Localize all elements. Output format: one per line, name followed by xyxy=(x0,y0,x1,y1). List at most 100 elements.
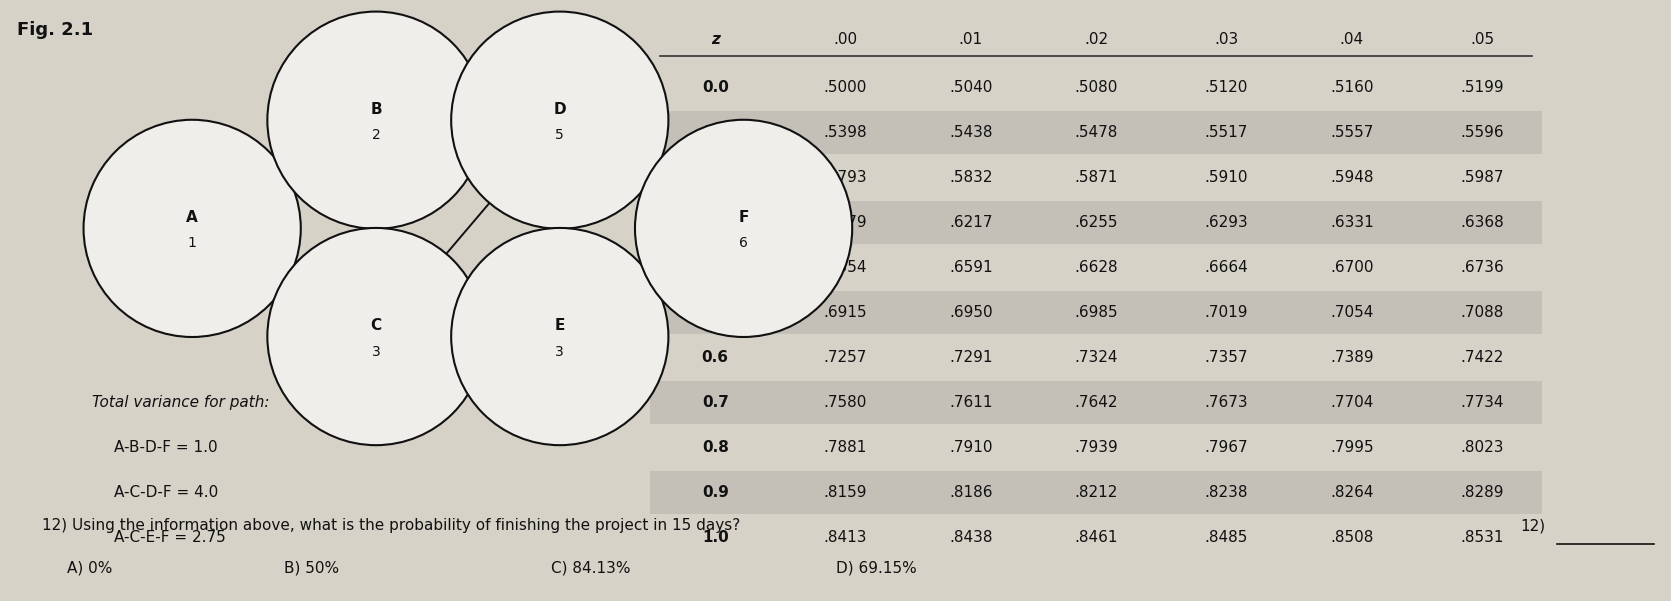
Text: .8289: .8289 xyxy=(1460,486,1504,500)
Text: Fig. 2.1: Fig. 2.1 xyxy=(17,21,94,39)
Text: .8485: .8485 xyxy=(1205,531,1248,545)
Text: .7054: .7054 xyxy=(1330,305,1374,320)
Text: 0.1: 0.1 xyxy=(702,125,729,139)
Text: C) 84.13%: C) 84.13% xyxy=(551,561,632,575)
Text: .7580: .7580 xyxy=(824,395,867,410)
Text: .6664: .6664 xyxy=(1205,260,1248,275)
Ellipse shape xyxy=(451,11,668,229)
Text: .7324: .7324 xyxy=(1074,350,1118,365)
Text: A-C-E-F = 2.75: A-C-E-F = 2.75 xyxy=(114,531,226,545)
Text: 12) Using the information above, what is the probability of finishing the projec: 12) Using the information above, what is… xyxy=(42,519,740,533)
Text: .6700: .6700 xyxy=(1330,260,1374,275)
Text: .6591: .6591 xyxy=(949,260,993,275)
Text: A: A xyxy=(185,210,199,225)
Text: .6950: .6950 xyxy=(949,305,993,320)
Bar xyxy=(650,381,1542,424)
Text: .5948: .5948 xyxy=(1330,170,1374,185)
Text: .5557: .5557 xyxy=(1330,125,1374,139)
Text: .7995: .7995 xyxy=(1330,441,1374,455)
Text: 5: 5 xyxy=(555,128,565,142)
Text: .01: .01 xyxy=(959,32,983,46)
Text: 1.0: 1.0 xyxy=(702,531,729,545)
Text: .8461: .8461 xyxy=(1074,531,1118,545)
Text: .5160: .5160 xyxy=(1330,80,1374,94)
Text: B: B xyxy=(371,102,381,117)
Text: .5000: .5000 xyxy=(824,80,867,94)
Text: .7939: .7939 xyxy=(1074,441,1118,455)
Ellipse shape xyxy=(635,120,852,337)
Text: .02: .02 xyxy=(1084,32,1108,46)
Text: .6628: .6628 xyxy=(1074,260,1118,275)
Text: .7611: .7611 xyxy=(949,395,993,410)
Text: .8531: .8531 xyxy=(1460,531,1504,545)
Text: A-C-D-F = 4.0: A-C-D-F = 4.0 xyxy=(114,486,217,500)
Text: .7422: .7422 xyxy=(1460,350,1504,365)
Text: .8186: .8186 xyxy=(949,486,993,500)
Text: .8238: .8238 xyxy=(1205,486,1248,500)
Text: 0.4: 0.4 xyxy=(702,260,729,275)
Text: .04: .04 xyxy=(1340,32,1364,46)
Text: 0.0: 0.0 xyxy=(702,80,729,94)
Text: 0.5: 0.5 xyxy=(702,305,729,320)
Text: .7673: .7673 xyxy=(1205,395,1248,410)
Text: .7291: .7291 xyxy=(949,350,993,365)
Ellipse shape xyxy=(267,228,485,445)
Bar xyxy=(650,471,1542,514)
Text: .7704: .7704 xyxy=(1330,395,1374,410)
Text: .7734: .7734 xyxy=(1460,395,1504,410)
Text: .6554: .6554 xyxy=(824,260,867,275)
Text: Total variance for path:: Total variance for path: xyxy=(92,395,269,410)
Text: A) 0%: A) 0% xyxy=(67,561,112,575)
Text: B) 50%: B) 50% xyxy=(284,561,339,575)
Text: 3: 3 xyxy=(371,344,381,359)
Text: .6915: .6915 xyxy=(824,305,867,320)
Text: .7088: .7088 xyxy=(1460,305,1504,320)
Text: .7357: .7357 xyxy=(1205,350,1248,365)
Bar xyxy=(650,291,1542,334)
Text: .6255: .6255 xyxy=(1074,215,1118,230)
Text: .5040: .5040 xyxy=(949,80,993,94)
Text: .7019: .7019 xyxy=(1205,305,1248,320)
Text: .8264: .8264 xyxy=(1330,486,1374,500)
Text: .05: .05 xyxy=(1470,32,1494,46)
Text: 1: 1 xyxy=(187,236,197,251)
Text: .8413: .8413 xyxy=(824,531,867,545)
Text: .5080: .5080 xyxy=(1074,80,1118,94)
Text: .7967: .7967 xyxy=(1205,441,1248,455)
Text: .5596: .5596 xyxy=(1460,125,1504,139)
Text: F: F xyxy=(739,210,749,225)
Text: .5517: .5517 xyxy=(1205,125,1248,139)
Text: .8159: .8159 xyxy=(824,486,867,500)
Text: .5871: .5871 xyxy=(1074,170,1118,185)
Text: 3: 3 xyxy=(555,344,565,359)
Text: .8212: .8212 xyxy=(1074,486,1118,500)
Text: .5793: .5793 xyxy=(824,170,867,185)
Text: .5438: .5438 xyxy=(949,125,993,139)
Ellipse shape xyxy=(267,11,485,229)
Text: D) 69.15%: D) 69.15% xyxy=(836,561,916,575)
Text: .5478: .5478 xyxy=(1074,125,1118,139)
Text: .8438: .8438 xyxy=(949,531,993,545)
Text: C: C xyxy=(371,319,381,333)
Text: D: D xyxy=(553,102,566,117)
Text: 2: 2 xyxy=(371,128,381,142)
Text: .6331: .6331 xyxy=(1330,215,1374,230)
Text: .7642: .7642 xyxy=(1074,395,1118,410)
Text: .7910: .7910 xyxy=(949,441,993,455)
Text: .5398: .5398 xyxy=(824,125,867,139)
Text: 0.7: 0.7 xyxy=(702,395,729,410)
Bar xyxy=(650,111,1542,154)
Text: .8023: .8023 xyxy=(1460,441,1504,455)
Text: .6736: .6736 xyxy=(1460,260,1504,275)
Text: 0.3: 0.3 xyxy=(702,215,729,230)
Text: 12): 12) xyxy=(1521,519,1546,533)
Ellipse shape xyxy=(84,120,301,337)
Text: .8508: .8508 xyxy=(1330,531,1374,545)
Text: .03: .03 xyxy=(1215,32,1238,46)
Text: A-B-D-F = 1.0: A-B-D-F = 1.0 xyxy=(114,441,217,455)
Text: 0.6: 0.6 xyxy=(702,350,729,365)
Text: .5910: .5910 xyxy=(1205,170,1248,185)
Text: .7389: .7389 xyxy=(1330,350,1374,365)
Text: 0.9: 0.9 xyxy=(702,486,729,500)
Text: .5199: .5199 xyxy=(1460,80,1504,94)
